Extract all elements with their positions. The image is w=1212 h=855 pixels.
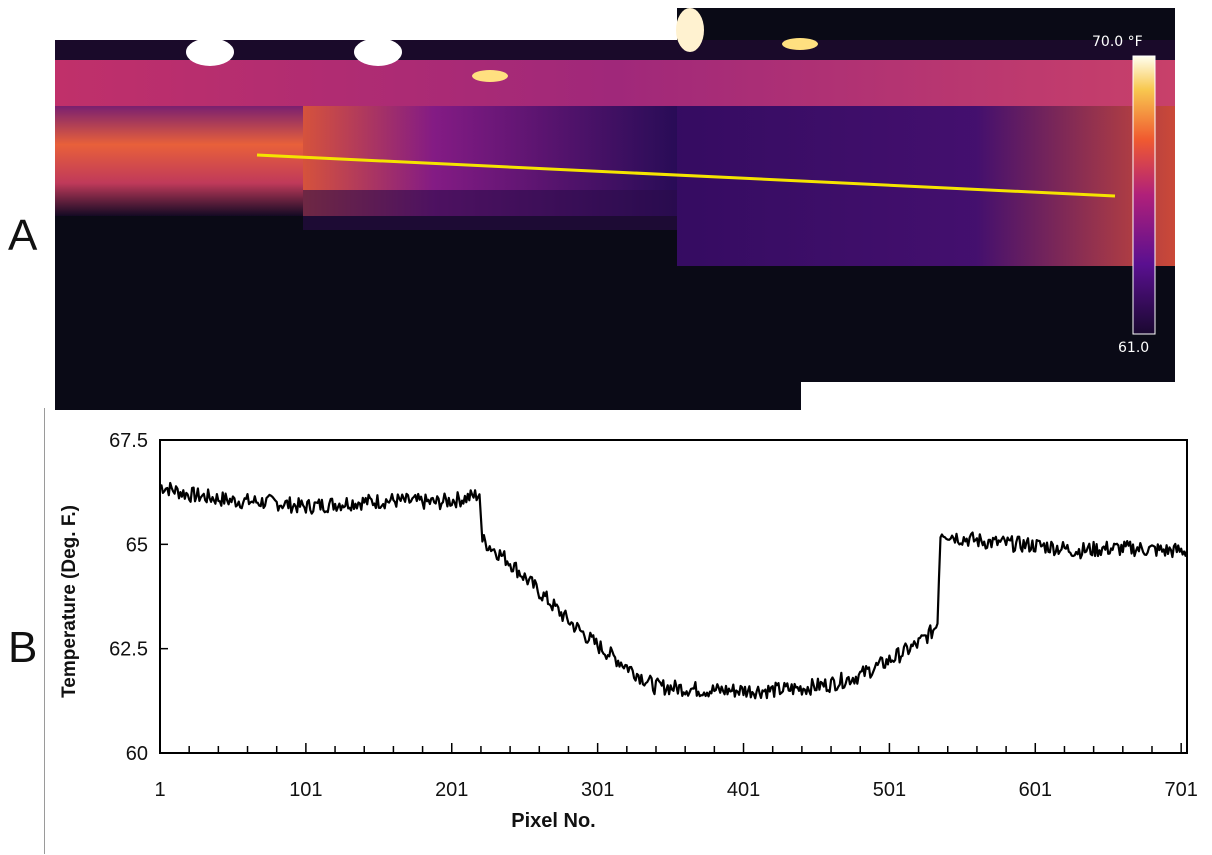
- color-scale-min-label: 61.0: [1118, 340, 1150, 356]
- thermal-image: [55, 8, 1175, 410]
- y-axis-label: Temperature (Deg. F.): [59, 505, 80, 698]
- thermal-image-panel: 70.0 °F 61.0: [55, 8, 1175, 410]
- temperature-profile-chart: 1 101 201 301 401 501 601 701 60 62.5 65 67.5 Pixel …: [59, 430, 1198, 832]
- panel-a-label: A: [8, 211, 38, 260]
- profile-line: [256, 153, 1116, 198]
- y-tick-label: 62.5: [109, 639, 148, 661]
- y-tick-label: 60: [126, 743, 148, 765]
- x-tick-label: 701: [1164, 779, 1197, 801]
- x-tick-label: 101: [289, 779, 322, 801]
- x-tick-label: 401: [727, 779, 760, 801]
- x-tick-label: 1: [154, 779, 165, 801]
- x-tick-label: 301: [581, 779, 614, 801]
- temperature-series-line: [159, 481, 1189, 700]
- x-tick-label: 601: [1019, 779, 1052, 801]
- x-tick-label: 501: [873, 779, 906, 801]
- color-scale-max-label: 70.0 °F: [1092, 34, 1143, 50]
- x-axis-label: Pixel No.: [511, 810, 595, 832]
- panel-divider-rule: [44, 408, 45, 854]
- plot-frame: [159, 439, 1188, 754]
- x-tick-label: 201: [435, 779, 468, 801]
- panel-b-label: B: [8, 623, 38, 672]
- color-scale-bar: [1132, 55, 1156, 335]
- y-tick-label: 67.5: [109, 430, 148, 452]
- y-tick-label: 65: [126, 534, 148, 556]
